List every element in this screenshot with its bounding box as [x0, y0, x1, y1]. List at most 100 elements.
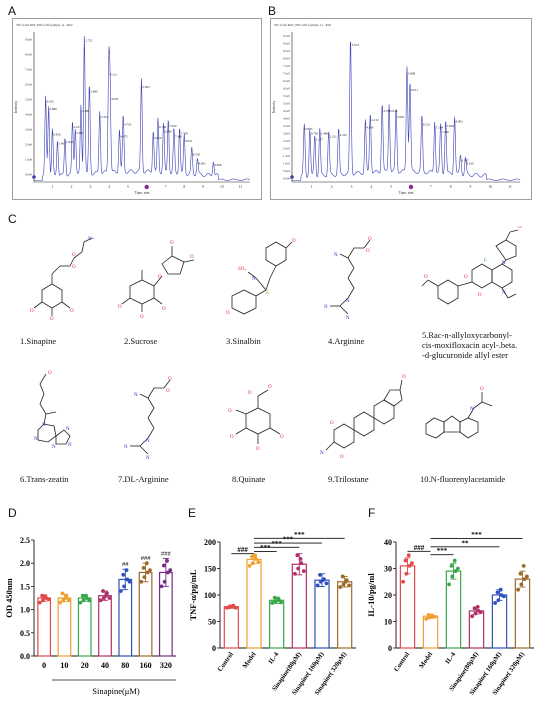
y-tick-label: 1.0e5	[283, 161, 290, 165]
svg-text:O: O	[228, 409, 232, 414]
peak-label: 8.610	[466, 162, 474, 166]
y-tick-label: 2.5e5	[283, 139, 290, 143]
peak-label: 4.030	[111, 97, 119, 101]
data-point	[141, 565, 146, 570]
peak-label: 8.082	[456, 120, 464, 124]
y-tick-label: 40	[384, 538, 392, 547]
svg-text:O: O	[72, 265, 76, 270]
y-tick-label: 7.0e6	[25, 68, 32, 72]
compound-label-6: 6.Trans-zeatin	[20, 474, 69, 484]
x-tick-label: Control	[393, 651, 411, 673]
data-point	[125, 577, 130, 582]
compound-label-8: 8.Quinate	[232, 474, 266, 484]
x-tick-label: 2	[331, 185, 333, 189]
y-tick-label: 8.5e5	[283, 49, 290, 53]
svg-text:N: N	[502, 291, 506, 296]
peak-label: 9.846	[214, 163, 222, 167]
data-point	[525, 574, 529, 579]
peak-label: 5.888	[408, 72, 416, 76]
significance-label: **	[462, 539, 470, 547]
y-tick-label: 2.0	[20, 559, 30, 568]
y-tick-label: 30	[384, 565, 392, 574]
peak-label: 8.530	[193, 153, 201, 157]
svg-text:O: O	[190, 255, 194, 260]
data-point	[122, 584, 126, 589]
dl-arginine-structure: N N N N O O	[124, 377, 172, 460]
x-tick-label: Model	[242, 651, 258, 670]
data-point	[519, 582, 524, 587]
y-axis-label: TNF-α/pg/mL	[188, 569, 198, 620]
y-tick-label: 4.0e6	[25, 113, 32, 117]
data-point	[447, 582, 451, 587]
x-tick-label: 5	[390, 185, 392, 189]
data-point	[406, 553, 411, 558]
compound-label-3: 3.Sinalbin	[226, 336, 261, 346]
svg-text:O: O	[158, 275, 162, 280]
data-point	[40, 593, 45, 598]
peak-label: 4.112	[110, 72, 117, 76]
peak-label: 6.531	[423, 123, 431, 127]
data-point	[41, 598, 45, 603]
data-point	[407, 563, 412, 568]
peak-label: 1.489	[321, 132, 329, 136]
data-point	[250, 554, 254, 559]
peak-label: 6.011	[411, 88, 418, 92]
svg-text:N: N	[346, 316, 350, 320]
svg-text:N: N	[252, 277, 256, 282]
data-point	[58, 600, 62, 605]
data-point	[521, 563, 526, 568]
peak-label: 4.765	[124, 123, 132, 127]
peak-label: 2.721	[85, 39, 93, 43]
significance-label: ***	[271, 540, 282, 548]
data-point	[340, 574, 345, 579]
y-tick-label: 6.5e5	[283, 79, 290, 83]
svg-text:N: N	[502, 261, 506, 266]
y-tick-label: 3.5e5	[283, 124, 290, 128]
y-tick-label: 8.0e6	[25, 53, 32, 57]
bar	[77, 597, 92, 657]
svg-text:N: N	[134, 393, 138, 398]
svg-text:O: O	[424, 275, 428, 280]
data-point	[315, 583, 320, 588]
bar	[57, 597, 72, 657]
x-tick-label: 3	[89, 185, 91, 189]
start-marker	[32, 175, 36, 179]
data-point	[118, 589, 123, 593]
svg-text:O: O	[162, 307, 166, 312]
compound-label-2: 2.Sucrose	[124, 336, 158, 346]
svg-text:O: O	[366, 249, 370, 254]
compound-label-5: 5.Rac-n-allyloxycarbonyl- cis-moxifloxac…	[422, 330, 518, 360]
x-axis-label: Time, min	[399, 191, 414, 196]
y-tick-label: 100	[204, 591, 216, 600]
x-tick-label: 9	[470, 185, 472, 189]
y-axis-label: IL-10/pg/ml	[366, 573, 376, 617]
time-marker	[408, 184, 414, 190]
peak-label: 0.895	[305, 127, 313, 131]
data-point	[298, 557, 303, 561]
data-point	[270, 601, 275, 605]
x-tick-label: 4	[370, 185, 372, 189]
data-point	[104, 593, 109, 598]
peak-label: 1.920	[66, 140, 74, 144]
svg-text:N: N	[52, 445, 56, 450]
peak-label: 8.587	[462, 159, 470, 163]
chromatogram-b: TIC from R02_N05.wiff (sample 1) - R02 9.…	[270, 18, 532, 200]
y-tick-label: 1.5	[20, 582, 30, 591]
data-point	[63, 596, 68, 600]
peak-label: 6.890	[165, 129, 173, 133]
peak-label: 4.784	[383, 109, 391, 113]
y-axis-label: OD 450nm	[4, 578, 14, 617]
peak-label: 5.014	[390, 109, 398, 113]
peak-label: 4.132	[371, 118, 379, 122]
trilostane-structure: O O O N	[320, 375, 406, 460]
x-tick-label: 7	[165, 185, 167, 189]
data-point	[338, 585, 343, 589]
panel-label-a: A	[8, 4, 17, 18]
svg-text:N: N	[68, 443, 72, 448]
data-point	[299, 561, 304, 566]
y-tick-label: 1.5e5	[283, 154, 290, 158]
data-point	[410, 561, 414, 566]
data-point	[295, 553, 300, 558]
data-point	[296, 566, 301, 571]
svg-text:O: O	[402, 375, 406, 380]
